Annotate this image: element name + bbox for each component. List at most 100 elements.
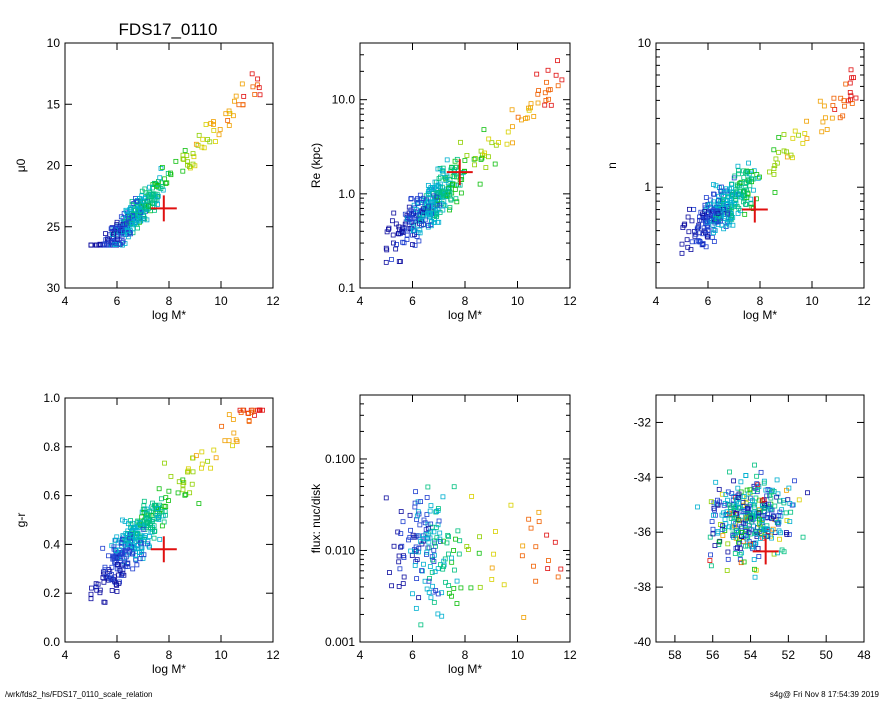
data-point [482, 150, 487, 156]
data-point [145, 538, 151, 544]
data-point [757, 174, 762, 180]
data-point [391, 240, 396, 246]
data-point [97, 590, 103, 596]
x-tick-label: 54 [744, 648, 758, 662]
data-point [477, 584, 483, 590]
data-point [758, 469, 764, 475]
data-point [129, 532, 135, 538]
data-point [741, 174, 747, 180]
data-point [741, 509, 747, 514]
data-point [800, 140, 806, 146]
data-point [416, 533, 421, 539]
data-point [774, 477, 780, 483]
data-point [679, 241, 685, 247]
data-point [751, 187, 756, 193]
data-point [724, 509, 730, 515]
data-point [250, 84, 256, 90]
data-point [155, 506, 160, 511]
data-point [433, 509, 439, 515]
data-point [454, 578, 460, 584]
data-point [555, 58, 560, 64]
data-point [438, 562, 443, 568]
data-point [433, 588, 439, 593]
data-point [747, 178, 752, 184]
data-point [424, 549, 430, 555]
data-point [679, 250, 685, 256]
data-point [819, 129, 825, 135]
data-point [444, 157, 450, 163]
data-point [117, 567, 123, 573]
data-point [384, 247, 390, 253]
data-point [718, 188, 724, 194]
data-point [748, 196, 754, 202]
data-point [168, 474, 174, 479]
scatter-points [383, 58, 565, 265]
y-axis-label: g-r [14, 513, 28, 528]
data-point [747, 487, 753, 493]
data-point [449, 182, 455, 187]
data-point [821, 103, 827, 109]
data-point [147, 196, 153, 202]
data-point [213, 455, 219, 461]
data-point [682, 221, 688, 227]
data-point [725, 210, 731, 216]
data-point [135, 519, 141, 525]
data-point [427, 508, 433, 514]
data-point [416, 545, 422, 551]
data-point [689, 239, 695, 245]
data-point [141, 503, 147, 509]
data-point [401, 240, 407, 246]
data-point [558, 566, 564, 572]
x-tick-label: 6 [409, 294, 416, 308]
data-point [437, 210, 443, 215]
data-point [802, 131, 808, 136]
data-point [804, 136, 810, 141]
data-point [411, 227, 417, 233]
data-point [435, 611, 441, 617]
data-point [708, 499, 714, 505]
data-point [712, 543, 718, 548]
data-point [437, 181, 443, 187]
data-point [389, 218, 395, 224]
data-point [730, 533, 736, 539]
data-point [725, 489, 731, 495]
data-point [233, 93, 239, 99]
data-point [138, 216, 143, 222]
data-point [427, 535, 433, 541]
data-point [226, 123, 232, 128]
data-point [477, 534, 482, 540]
data-point [542, 102, 548, 108]
data-point [109, 576, 115, 582]
data-point [471, 156, 477, 162]
data-point [765, 533, 771, 539]
data-point [189, 481, 195, 487]
data-point [787, 501, 793, 506]
data-point [723, 492, 729, 497]
data-point [118, 552, 124, 558]
data-point [110, 556, 116, 562]
data-point [536, 509, 542, 515]
data-point [555, 83, 561, 89]
data-point [446, 583, 452, 589]
data-point [150, 506, 156, 512]
data-point [128, 525, 133, 531]
data-point [256, 85, 262, 91]
data-point [142, 535, 148, 540]
data-point [728, 200, 734, 206]
data-point [712, 507, 717, 513]
data-point [774, 494, 780, 500]
data-point [412, 500, 418, 506]
data-point [431, 529, 437, 535]
data-point [397, 259, 403, 264]
data-point [528, 105, 533, 111]
scatter-points [88, 71, 263, 248]
data-point [817, 98, 823, 104]
data-point [771, 147, 777, 153]
data-point [824, 127, 830, 132]
plot-frame [655, 394, 865, 643]
data-point [796, 132, 802, 138]
data-point [404, 232, 410, 238]
data-point [130, 213, 136, 219]
data-point [751, 168, 757, 174]
data-point [545, 566, 551, 571]
